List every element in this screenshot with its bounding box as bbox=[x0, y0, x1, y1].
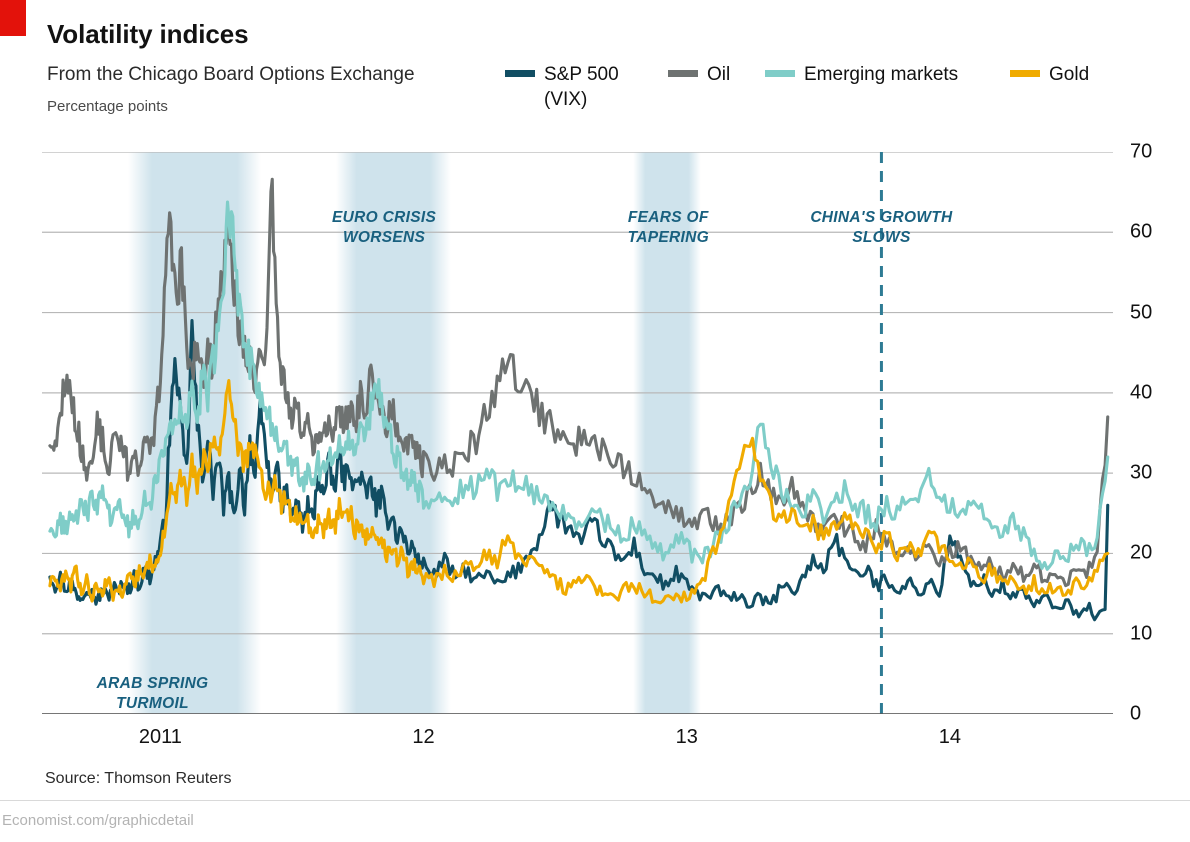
x-axis-label-2011: 2011 bbox=[138, 726, 182, 748]
credit-note: Economist.com/graphicdetail bbox=[2, 812, 194, 829]
series-line-s-p-500-vix bbox=[48, 319, 1110, 622]
y-axis-label-50: 50 bbox=[1130, 301, 1153, 324]
legend-label: Oil bbox=[707, 64, 731, 85]
y-axis-label-10: 10 bbox=[1130, 622, 1153, 645]
legend-label: S&P 500 bbox=[544, 64, 619, 85]
legend-swatch-icon bbox=[1010, 69, 1040, 77]
y-axis-label-40: 40 bbox=[1130, 381, 1153, 404]
legend-item-3[interactable]: Gold bbox=[1010, 64, 1089, 86]
chart-annotation-2: FEARS OF TAPERING bbox=[627, 209, 709, 247]
x-axis-label-14: 14 bbox=[938, 726, 961, 748]
chart-subtitle: From the Chicago Board Options Exchange bbox=[47, 64, 415, 85]
y-axis-label-70: 70 bbox=[1130, 140, 1153, 163]
arab-spring-band bbox=[127, 152, 262, 714]
chart-units-label: Percentage points bbox=[47, 98, 168, 115]
legend-label: Emerging markets bbox=[804, 64, 959, 85]
legend-swatch-icon bbox=[765, 69, 795, 77]
series-line-gold bbox=[48, 378, 1110, 605]
series-line-emerging-markets bbox=[48, 200, 1110, 571]
chart-annotation-1: EURO CRISIS WORSENS bbox=[332, 209, 437, 247]
chart-annotation-3: CHINA'S GROWTH SLOWS bbox=[810, 209, 953, 247]
euro-crisis-band bbox=[335, 152, 451, 714]
footer-divider bbox=[0, 800, 1190, 801]
legend-item-0[interactable]: S&P 500 (VIX) bbox=[505, 64, 619, 110]
economist-red-tab bbox=[0, 0, 26, 36]
chart-plot-area bbox=[42, 152, 1113, 714]
chart-annotation-0: ARAB SPRING TURMOIL bbox=[96, 674, 209, 712]
legend-label: Gold bbox=[1049, 64, 1090, 85]
y-axis-label-30: 30 bbox=[1130, 461, 1153, 484]
x-axis-label-13: 13 bbox=[675, 726, 698, 748]
legend-sublabel: (VIX) bbox=[544, 89, 588, 110]
y-axis-label-60: 60 bbox=[1130, 220, 1153, 243]
y-axis-label-20: 20 bbox=[1130, 541, 1153, 564]
x-axis-label-12: 12 bbox=[412, 726, 435, 748]
legend-item-1[interactable]: Oil bbox=[668, 64, 730, 86]
legend-swatch-icon bbox=[668, 69, 698, 77]
tapering-band bbox=[633, 152, 701, 714]
page-title: Volatility indices bbox=[47, 19, 249, 49]
source-note: Source: Thomson Reuters bbox=[45, 770, 232, 787]
chart-svg bbox=[42, 152, 1113, 714]
legend-swatch-icon bbox=[505, 69, 535, 77]
y-axis-label-0: 0 bbox=[1130, 702, 1142, 725]
legend-item-2[interactable]: Emerging markets bbox=[765, 64, 958, 86]
